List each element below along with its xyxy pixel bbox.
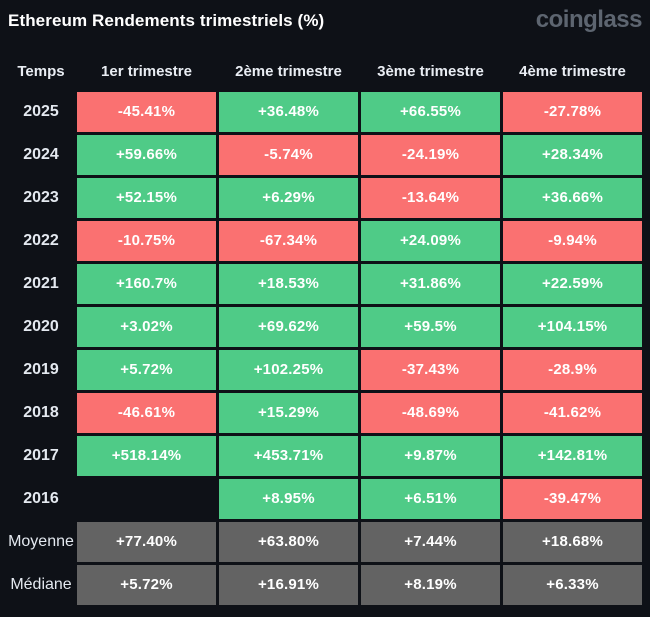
- table-row: 2021 +160.7% +18.53% +31.86% +22.59%: [8, 264, 642, 304]
- cell: -24.19%: [361, 135, 500, 175]
- table-row: 2025 -45.41% +36.48% +66.55% -27.78%: [8, 92, 642, 132]
- cell: -27.78%: [503, 92, 642, 132]
- cell: +102.25%: [219, 350, 358, 390]
- coinglass-logo[interactable]: coinglass: [535, 6, 643, 33]
- cell: -5.74%: [219, 135, 358, 175]
- cell: +6.51%: [361, 479, 500, 519]
- cell: +8.19%: [361, 565, 500, 605]
- row-label: 2024: [23, 146, 59, 163]
- table-row: 2023 +52.15% +6.29% -13.64% +36.66%: [8, 178, 642, 218]
- cell: -39.47%: [503, 479, 642, 519]
- cell: [77, 479, 216, 519]
- cell: +5.72%: [77, 350, 216, 390]
- table-row: Moyenne +77.40% +63.80% +7.44% +18.68%: [8, 522, 642, 562]
- cell: +59.66%: [77, 135, 216, 175]
- row-label: 2025: [23, 103, 59, 120]
- cell: +518.14%: [77, 436, 216, 476]
- row-label: 2019: [23, 361, 59, 378]
- cell: +36.48%: [219, 92, 358, 132]
- column-header-q4: 4ème trimestre: [519, 62, 626, 80]
- cell: -48.69%: [361, 393, 500, 433]
- cell: +36.66%: [503, 178, 642, 218]
- table-row: Médiane +5.72% +16.91% +8.19% +6.33%: [8, 565, 642, 605]
- cell: +16.91%: [219, 565, 358, 605]
- table-row: 2024 +59.66% -5.74% -24.19% +28.34%: [8, 135, 642, 175]
- row-label: 2020: [23, 318, 59, 335]
- cell: +104.15%: [503, 307, 642, 347]
- row-label: 2021: [23, 275, 59, 292]
- column-header-q3: 3ème trimestre: [377, 62, 484, 80]
- cell: -45.41%: [77, 92, 216, 132]
- column-header-q1: 1er trimestre: [101, 62, 192, 80]
- cell: +22.59%: [503, 264, 642, 304]
- table-row: 2022 -10.75% -67.34% +24.09% -9.94%: [8, 221, 642, 261]
- table-row: 2019 +5.72% +102.25% -37.43% -28.9%: [8, 350, 642, 390]
- column-header-temps: Temps: [17, 62, 65, 80]
- row-label: 2022: [23, 232, 59, 249]
- cell: +6.29%: [219, 178, 358, 218]
- cell: -67.34%: [219, 221, 358, 261]
- cell: +18.53%: [219, 264, 358, 304]
- cell: -37.43%: [361, 350, 500, 390]
- cell: +59.5%: [361, 307, 500, 347]
- cell: -9.94%: [503, 221, 642, 261]
- cell: -28.9%: [503, 350, 642, 390]
- cell: +142.81%: [503, 436, 642, 476]
- table-body: 2025 -45.41% +36.48% +66.55% -27.78% 202…: [8, 92, 642, 605]
- cell: +9.87%: [361, 436, 500, 476]
- cell: +160.7%: [77, 264, 216, 304]
- cell: -10.75%: [77, 221, 216, 261]
- cell: +52.15%: [77, 178, 216, 218]
- row-label: 2018: [23, 404, 59, 421]
- cell: +63.80%: [219, 522, 358, 562]
- row-label: 2023: [23, 189, 59, 206]
- cell: +453.71%: [219, 436, 358, 476]
- cell: +5.72%: [77, 565, 216, 605]
- page-title: Ethereum Rendements trimestriels (%): [8, 11, 325, 30]
- cell: +18.68%: [503, 522, 642, 562]
- cell: +7.44%: [361, 522, 500, 562]
- column-header-row: Temps 1er trimestre 2ème trimestre 3ème …: [8, 58, 642, 84]
- cell: +3.02%: [77, 307, 216, 347]
- table-row: 2018 -46.61% +15.29% -48.69% -41.62%: [8, 393, 642, 433]
- cell: +24.09%: [361, 221, 500, 261]
- topbar: Ethereum Rendements trimestriels (%) coi…: [8, 6, 643, 44]
- table-row: 2016 +8.95% +6.51% -39.47%: [8, 479, 642, 519]
- column-header-q2: 2ème trimestre: [235, 62, 342, 80]
- cell: +15.29%: [219, 393, 358, 433]
- row-label: 2017: [23, 447, 59, 464]
- cell: +6.33%: [503, 565, 642, 605]
- cell: +8.95%: [219, 479, 358, 519]
- cell: +66.55%: [361, 92, 500, 132]
- row-label: 2016: [23, 490, 59, 507]
- cell: -46.61%: [77, 393, 216, 433]
- cell: +69.62%: [219, 307, 358, 347]
- cell: +31.86%: [361, 264, 500, 304]
- cell: -41.62%: [503, 393, 642, 433]
- table-row: 2020 +3.02% +69.62% +59.5% +104.15%: [8, 307, 642, 347]
- cell: +77.40%: [77, 522, 216, 562]
- cell: -13.64%: [361, 178, 500, 218]
- cell: +28.34%: [503, 135, 642, 175]
- row-label: Moyenne: [8, 533, 74, 550]
- table-row: 2017 +518.14% +453.71% +9.87% +142.81%: [8, 436, 642, 476]
- row-label: Médiane: [10, 576, 72, 593]
